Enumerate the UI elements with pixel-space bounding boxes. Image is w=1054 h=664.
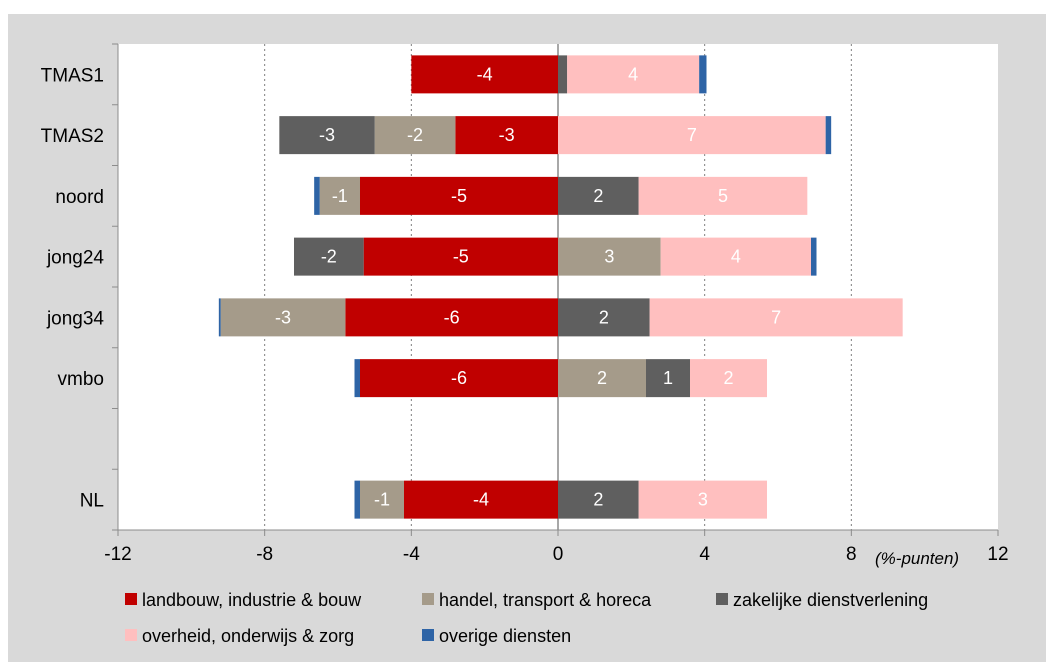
category-label: TMAS1 — [41, 65, 104, 86]
bar-TMAS2-series-1 — [374, 116, 456, 155]
category-label: TMAS2 — [41, 126, 104, 147]
bar-TMAS1-series-0 — [411, 55, 558, 94]
bar-jong24-series-1 — [558, 237, 661, 276]
chart-figure: -4 4 -3 -2 -3 7 -5 -1 2 5 -5 3 -2 4 -6 -3 2 7 -6 2 1 2 -4 -1 2 3 … — [8, 14, 1046, 662]
data-label: -5 — [453, 247, 469, 267]
bar-vmbo-series-0 — [360, 359, 558, 398]
legend-swatch — [422, 629, 434, 641]
bar-vmbo-series-1 — [558, 359, 646, 398]
bar-noord-series-0 — [360, 176, 558, 215]
bar-NL-series-1 — [360, 480, 404, 519]
bar-noord-series-2 — [558, 176, 639, 215]
data-label: -3 — [499, 125, 515, 145]
bar-series-group — [218, 55, 903, 519]
x-tick-label: 12 — [987, 544, 1008, 565]
data-label: -1 — [332, 186, 348, 206]
data-label: -1 — [374, 490, 390, 510]
legend-label: overige diensten — [439, 626, 571, 646]
data-label: 7 — [771, 307, 781, 327]
legend-swatch — [125, 629, 137, 641]
category-labels-group: TMAS1 TMAS2 noord jong24 jong34 vmbo NL — [41, 65, 105, 511]
x-tick-label: -4 — [403, 544, 420, 565]
chart-svg: -4 4-3-2-3 7-5-1 2 5-5 3-2 4-6-3 2 7-6 2 1 2-4-1 2 3 … — [41, 43, 1009, 646]
data-label: 2 — [597, 368, 607, 388]
data-label: 2 — [599, 307, 609, 327]
category-label: jong34 — [46, 308, 104, 329]
bar-TMAS1-series-4 — [699, 55, 707, 94]
legend-label: handel, transport & horeca — [439, 590, 652, 610]
data-label: -6 — [451, 368, 467, 388]
bar-jong34-series-2 — [558, 298, 650, 337]
category-label: noord — [55, 187, 104, 208]
x-tick-label: -8 — [256, 544, 273, 565]
data-label: -3 — [319, 125, 335, 145]
data-label: 2 — [593, 490, 603, 510]
bar-TMAS2-series-0 — [455, 116, 558, 155]
x-tick-labels-group: -12 -8 -4 0 4 8 12 — [104, 544, 1008, 565]
bar-jong34-series-4 — [218, 298, 221, 337]
legend: landbouw, industrie & bouw handel, transp… — [125, 590, 928, 646]
bar-jong34-series-0 — [345, 298, 558, 337]
x-unit-label: (%-punten) — [875, 549, 959, 568]
bar-jong34-series-3 — [649, 298, 903, 337]
bar-jong34-series-1 — [220, 298, 346, 337]
data-label: 3 — [698, 490, 708, 510]
bar-TMAS2-series-3 — [558, 116, 826, 155]
data-label: -3 — [275, 307, 291, 327]
legend-label: zakelijke dienstverlening — [733, 590, 928, 610]
legend-swatch — [422, 593, 434, 605]
bar-noord-series-1 — [319, 176, 360, 215]
category-label: vmbo — [58, 369, 104, 390]
legend-label: landbouw, industrie & bouw — [142, 590, 362, 610]
data-label: -4 — [473, 490, 489, 510]
data-label: -2 — [407, 125, 423, 145]
bar-TMAS1-series-2 — [558, 55, 568, 94]
data-label: 3 — [604, 247, 614, 267]
legend-swatch — [716, 593, 728, 605]
bar-NL-series-3 — [638, 480, 767, 519]
bar-vmbo-series-4 — [354, 359, 360, 398]
bar-NL-series-2 — [558, 480, 639, 519]
data-label: 7 — [687, 125, 697, 145]
bar-labels-group: -4 4 -3 -2 -3 7 -5 -1 2 5 -5 3 -2 4 -6 -3 2 7 -6 2 1 2 -4 -1 2 3 — [275, 64, 781, 509]
bar-NL-series-4 — [354, 480, 360, 519]
bar-TMAS1-series-3 — [567, 55, 700, 94]
legend-swatch — [125, 593, 137, 605]
data-label: -2 — [321, 247, 337, 267]
data-label: 4 — [628, 64, 638, 84]
bar-NL-series-0 — [404, 480, 558, 519]
data-label: 4 — [731, 247, 741, 267]
data-label: 2 — [593, 186, 603, 206]
bar-vmbo-series-2 — [646, 359, 690, 398]
data-label: 1 — [663, 368, 673, 388]
x-tick-label: 0 — [553, 544, 564, 565]
data-label: -5 — [451, 186, 467, 206]
data-label: 5 — [718, 186, 728, 206]
bar-jong24-series-0 — [363, 237, 558, 276]
x-tick-label: -12 — [104, 544, 131, 565]
category-label: NL — [80, 491, 104, 512]
data-label: -4 — [477, 64, 493, 84]
bar-noord-series-3 — [638, 176, 808, 215]
legend-label: overheid, onderwijs & zorg — [142, 626, 354, 646]
bar-TMAS2-series-4 — [825, 116, 832, 155]
bar-jong24-series-3 — [660, 237, 811, 276]
bar-jong24-series-4 — [811, 237, 817, 276]
category-label: jong24 — [46, 248, 104, 269]
x-tick-label: 4 — [699, 544, 710, 565]
bar-vmbo-series-3 — [690, 359, 767, 398]
data-label: 2 — [723, 368, 733, 388]
x-tick-label: 8 — [846, 544, 857, 565]
bar-noord-series-4 — [314, 176, 320, 215]
data-label: -6 — [444, 307, 460, 327]
bar-jong24-series-2 — [294, 237, 364, 276]
bar-TMAS2-series-2 — [279, 116, 375, 155]
